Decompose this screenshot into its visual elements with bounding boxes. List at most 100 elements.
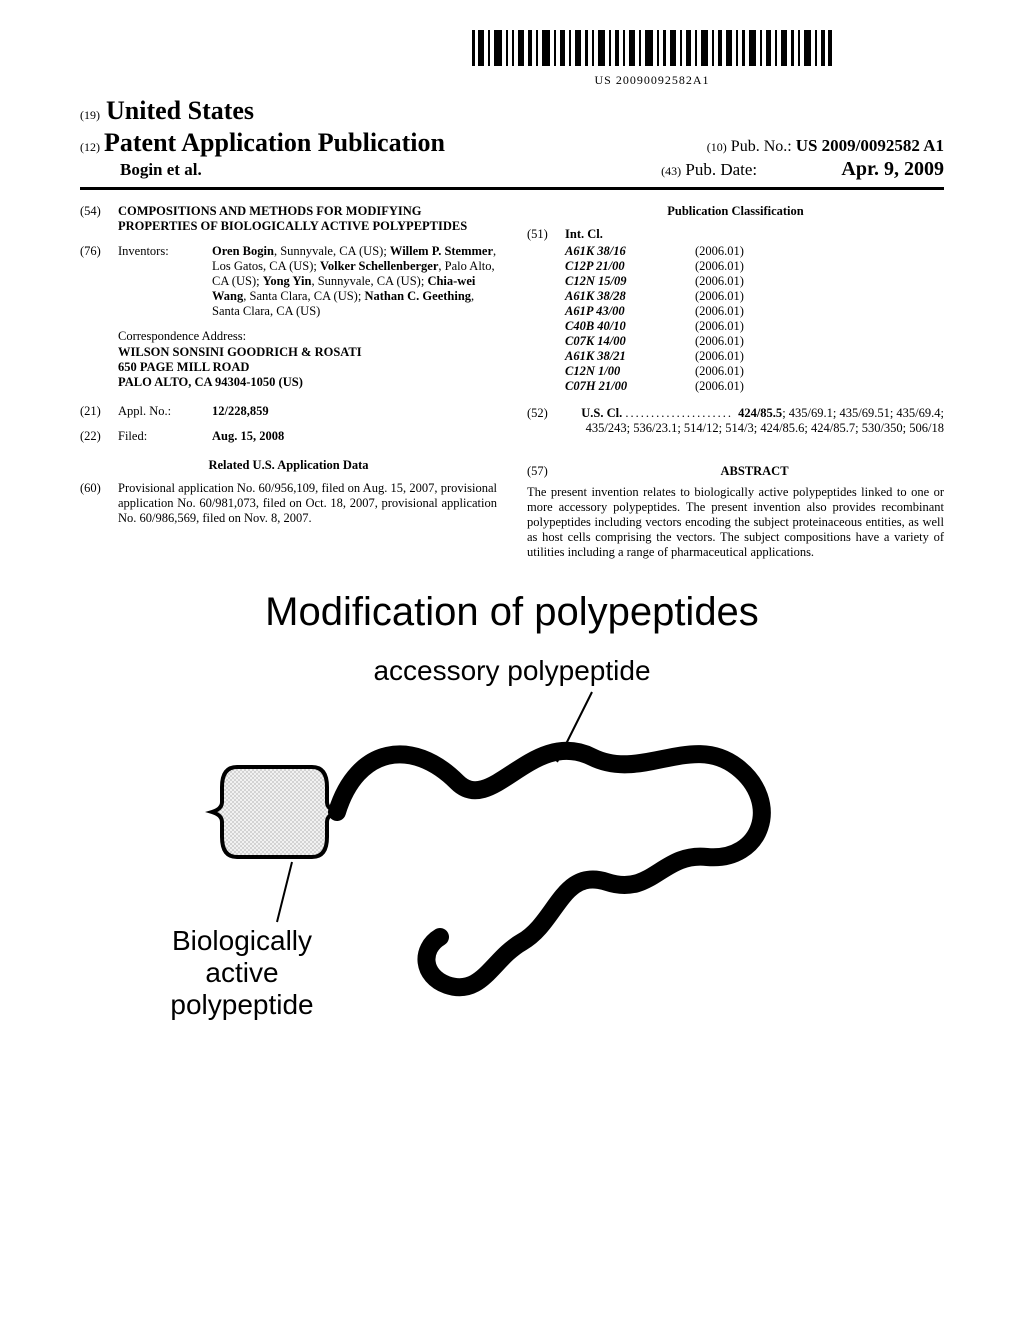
int-cl-year: (2006.01) (695, 274, 744, 289)
int-cl-year: (2006.01) (695, 304, 744, 319)
code-21: (21) (80, 404, 118, 419)
code-54: (54) (80, 204, 118, 234)
int-cl-code: C40B 40/10 (565, 319, 695, 334)
int-cl-row: A61K 38/16(2006.01) (565, 244, 944, 259)
us-cl-label: U.S. Cl. (581, 406, 622, 420)
code-57: (57) (527, 464, 565, 479)
publication-date: Apr. 9, 2009 (841, 158, 944, 180)
publication-type: Patent Application Publication (104, 128, 445, 157)
label-bio-line1: Biologically (142, 925, 342, 957)
int-cl-code: C12N 1/00 (565, 364, 695, 379)
int-cl-row: C07H 21/00(2006.01) (565, 379, 944, 394)
correspondence-line1: WILSON SONSINI GOODRICH & ROSATI (118, 345, 497, 360)
code-19: (19) (80, 108, 100, 123)
applno-label: Appl. No.: (118, 404, 212, 419)
int-cl-year: (2006.01) (695, 334, 744, 349)
invention-title: COMPOSITIONS AND METHODS FOR MODIFYING P… (118, 204, 497, 234)
int-cl-year: (2006.01) (695, 364, 744, 379)
code-12: (12) (80, 140, 100, 154)
int-cl-code: A61K 38/21 (565, 349, 695, 364)
int-cl-code: C07K 14/00 (565, 334, 695, 349)
label-accessory-polypeptide: accessory polypeptide (162, 655, 862, 687)
int-cl-row: A61K 38/28(2006.01) (565, 289, 944, 304)
int-cl-row: A61K 38/21(2006.01) (565, 349, 944, 364)
bibliographic-columns: (54) COMPOSITIONS AND METHODS FOR MODIFY… (80, 204, 944, 560)
int-cl-row: C40B 40/10(2006.01) (565, 319, 944, 334)
provisional-text: Provisional application No. 60/956,109, … (118, 481, 497, 526)
inventor-name: Nathan C. Geething (364, 289, 471, 303)
label-bio-line3: polypeptide (142, 989, 342, 1021)
correspondence-line2: 650 PAGE MILL ROAD (118, 360, 497, 375)
int-cl-year: (2006.01) (695, 349, 744, 364)
int-cl-label: Int. Cl. (565, 227, 603, 242)
field-51-intcl: (51) Int. Cl. (527, 227, 944, 242)
barcode-text: US 20090092582A1 (360, 73, 944, 88)
classification-header: Publication Classification (527, 204, 944, 219)
int-cl-year: (2006.01) (695, 319, 744, 334)
filed-date: Aug. 15, 2008 (212, 429, 497, 444)
int-cl-code: A61P 43/00 (565, 304, 695, 319)
authors-short: Bogin et al. (120, 160, 202, 180)
country-name: United States (106, 96, 254, 126)
int-cl-code: C12P 21/00 (565, 259, 695, 274)
field-22-filed: (22) Filed: Aug. 15, 2008 (80, 429, 497, 444)
inventor-name: Volker Schellenberger (320, 259, 438, 273)
field-54-title: (54) COMPOSITIONS AND METHODS FOR MODIFY… (80, 204, 497, 234)
inventor-location: , Sunnyvale, CA (US); (274, 244, 390, 258)
us-cl-value: U.S. Cl. ..................... 424/85.5;… (565, 406, 944, 436)
inventor-location: , Santa Clara, CA (US); (243, 289, 364, 303)
accessory-squiggle (337, 751, 762, 988)
application-number: 12/228,859 (212, 404, 497, 419)
correspondence-label: Correspondence Address: (118, 329, 497, 344)
code-52: (52) (527, 406, 565, 436)
related-data-header: Related U.S. Application Data (80, 458, 497, 473)
header-block: (19) United States (12) Patent Applicati… (80, 96, 944, 190)
inventors-label: Inventors: (118, 244, 212, 319)
figure-main-title: Modification of polypeptides (80, 590, 944, 635)
barcode-icon (472, 30, 832, 71)
int-cl-code: A61K 38/28 (565, 289, 695, 304)
correspondence-address: Correspondence Address: WILSON SONSINI G… (118, 329, 497, 390)
inventor-name: Yong Yin (263, 274, 312, 288)
label-biologically-active: Biologically active polypeptide (142, 925, 342, 1021)
barcode-region: US 20090092582A1 (360, 30, 944, 88)
field-76-inventors: (76) Inventors: Oren Bogin, Sunnyvale, C… (80, 244, 497, 319)
code-43: (43) (661, 164, 681, 178)
patent-page: US 20090092582A1 (19) United States (12)… (0, 0, 1024, 1095)
code-51: (51) (527, 227, 565, 242)
code-10: (10) (707, 140, 727, 154)
label-bio-line2: active (142, 957, 342, 989)
field-60-provisional: (60) Provisional application No. 60/956,… (80, 481, 497, 526)
inventor-name: Oren Bogin (212, 244, 274, 258)
int-cl-year: (2006.01) (695, 379, 744, 394)
correspondence-line3: PALO ALTO, CA 94304-1050 (US) (118, 375, 497, 390)
inventor-location: , Sunnyvale, CA (US); (311, 274, 427, 288)
int-cl-row: C12P 21/00(2006.01) (565, 259, 944, 274)
int-cl-row: C12N 1/00(2006.01) (565, 364, 944, 379)
int-cl-row: C12N 15/09(2006.01) (565, 274, 944, 289)
int-cl-code: A61K 38/16 (565, 244, 695, 259)
int-cl-code: C12N 15/09 (565, 274, 695, 289)
int-cl-list: A61K 38/16(2006.01)C12P 21/00(2006.01)C1… (565, 244, 944, 394)
field-52-uscl: (52) U.S. Cl. ..................... 424/… (527, 406, 944, 436)
int-cl-row: A61P 43/00(2006.01) (565, 304, 944, 319)
dots-leader: ..................... (625, 406, 738, 420)
bio-active-block (212, 767, 337, 857)
int-cl-year: (2006.01) (695, 244, 744, 259)
int-cl-year: (2006.01) (695, 289, 744, 304)
int-cl-code: C07H 21/00 (565, 379, 695, 394)
code-76: (76) (80, 244, 118, 319)
int-cl-year: (2006.01) (695, 259, 744, 274)
int-cl-row: C07K 14/00(2006.01) (565, 334, 944, 349)
inventor-name: Willem P. Stemmer (390, 244, 493, 258)
abstract-header: ABSTRACT (565, 464, 944, 479)
filed-label: Filed: (118, 429, 212, 444)
code-60: (60) (80, 481, 118, 526)
us-cl-primary: 424/85.5 (738, 406, 782, 420)
inventors-list: Oren Bogin, Sunnyvale, CA (US); Willem P… (212, 244, 497, 319)
code-22: (22) (80, 429, 118, 444)
pub-no-label: Pub. No.: (731, 138, 792, 155)
publication-number: US 2009/0092582 A1 (796, 136, 944, 155)
patent-figure: accessory polypeptide Biologically (162, 655, 862, 1055)
field-21-applno: (21) Appl. No.: 12/228,859 (80, 404, 497, 419)
